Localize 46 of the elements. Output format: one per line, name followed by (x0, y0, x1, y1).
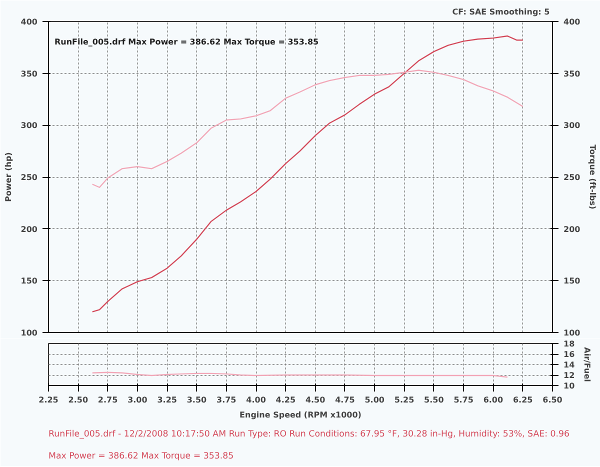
x-tick-label: 4.25 (276, 396, 296, 404)
line-series (92, 70, 524, 188)
x-axis-title: Engine Speed (RPM x1000) (240, 410, 362, 420)
x-tick-label: 6.00 (483, 396, 504, 404)
x-tick-label: 3.50 (186, 396, 208, 404)
x-tick-label: 5.00 (364, 396, 385, 404)
y-tick-label: 200 (20, 224, 38, 234)
x-tick-label: 6.25 (512, 396, 534, 404)
x-tick-label: 3.00 (128, 396, 148, 404)
y-tick-label: 350 (20, 69, 38, 78)
x-tick-label: 3.75 (216, 396, 237, 404)
text: RunFile_005.drf - 12/2/2008 10:17:50 AM Run Type: RO Run Conditions: 67.95 °F, 30.28 in-Hg, Humidity: 53%, SAE: 0.96 (48, 430, 570, 440)
x-tick-label: 5.75 (454, 396, 474, 404)
y2-tick-label: 400 (564, 18, 581, 26)
y2-tick-label: 14 (564, 360, 576, 370)
y2-tick-label: 350 (564, 69, 581, 78)
x-tick-label: 2.75 (98, 396, 118, 404)
y2-tick-label: 250 (564, 173, 581, 182)
y2-tick-label: 150 (564, 276, 581, 286)
y2-tick-label: 16 (564, 350, 576, 359)
x-tick-label: 5.50 (424, 396, 444, 404)
y2-tick-label: 100 (564, 328, 581, 338)
y2-tick-label: 300 (564, 121, 581, 130)
y2-tick-label: 200 (564, 224, 581, 234)
x-tick-label: 4.75 (335, 396, 356, 404)
y-tick-label: 250 (20, 173, 38, 182)
y2-tick-label: 10 (564, 382, 576, 390)
x-tick-label: 4.00 (246, 396, 266, 404)
y-tick-label: 100 (20, 328, 38, 338)
y-tick-label: 400 (20, 18, 38, 26)
x-tick-label: 6.50 (542, 396, 563, 404)
x-tick-label: 2.25 (38, 396, 59, 404)
y2-tick-label: 12 (564, 371, 575, 380)
x-tick-label: 4.50 (305, 396, 326, 404)
text: CF: SAE Smoothing: 5 (452, 8, 550, 16)
x-tick-label: 3.25 (157, 396, 178, 404)
y-tick-label: 150 (20, 276, 38, 286)
y2-tick-label: 18 (564, 340, 576, 348)
y-tick-label: 300 (20, 121, 38, 130)
y2-axis-title: Air/Fuel (582, 347, 592, 382)
text: Max Power = 386.62 Max Torque = 353.85 (48, 452, 234, 462)
y2-axis-title: Torque (ft-lbs) (588, 144, 598, 210)
annotation: RunFile_005.drf Max Power = 386.62 Max Torque = 353.85 (54, 38, 320, 46)
x-tick-label: 5.25 (394, 396, 415, 404)
y-axis-title: Power (hp) (4, 152, 13, 202)
x-tick-label: 2.50 (68, 396, 88, 404)
